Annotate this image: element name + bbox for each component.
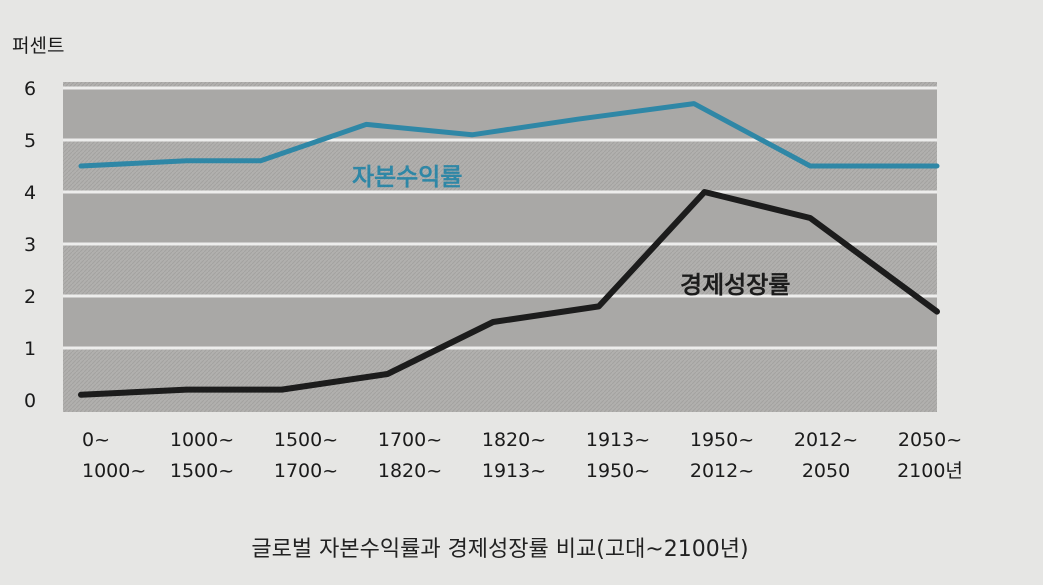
series-label-growth-rate: 경제성장률 bbox=[680, 271, 790, 299]
series-lines bbox=[78, 101, 940, 398]
x-tick-label: 2012~ bbox=[690, 460, 754, 482]
plot-stripe bbox=[63, 192, 937, 244]
x-axis-ticks: 0~ 1000~ 1000~ 1500~ 1500~ 1700~ 1700~ 1820~ 182… bbox=[82, 429, 963, 482]
x-tick-label: 1913~ bbox=[482, 460, 546, 482]
x-tick-label: 1950~ bbox=[690, 429, 754, 451]
y-axis-ticks: 0 1 2 3 4 5 6 bbox=[24, 78, 36, 412]
gridlines bbox=[63, 86, 937, 350]
x-tick-label: 1700~ bbox=[378, 429, 442, 451]
x-tick-label: 1500~ bbox=[170, 460, 234, 482]
x-tick-label: 1500~ bbox=[274, 429, 338, 451]
series-line-growth-rate bbox=[78, 189, 940, 398]
x-tick-label: 1700~ bbox=[274, 460, 338, 482]
x-tick-label: 1000~ bbox=[170, 429, 234, 451]
y-tick-label: 1 bbox=[24, 338, 36, 360]
x-tick-label: 2050~ bbox=[898, 429, 962, 451]
x-tick-label: 2050 bbox=[802, 460, 850, 482]
y-tick-label: 5 bbox=[24, 130, 36, 152]
y-axis-label: 퍼센트 bbox=[12, 35, 64, 57]
x-tick-label: 2100년 bbox=[897, 460, 963, 482]
x-tick-label: 0~ bbox=[82, 429, 110, 451]
x-tick-label: 1950~ bbox=[586, 460, 650, 482]
series-label-capital-return: 자본수익률 bbox=[352, 163, 462, 191]
x-tick-label: 1913~ bbox=[586, 429, 650, 451]
y-tick-label: 3 bbox=[24, 234, 36, 256]
y-tick-label: 6 bbox=[24, 78, 36, 100]
chart-caption: 글로벌 자본수익률과 경제성장률 비교(고대~2100년) bbox=[251, 537, 748, 562]
x-tick-label: 1820~ bbox=[378, 460, 442, 482]
y-tick-label: 2 bbox=[24, 286, 36, 308]
y-tick-label: 4 bbox=[24, 182, 36, 204]
series-line-capital-return bbox=[78, 101, 940, 169]
y-tick-label: 0 bbox=[24, 390, 36, 412]
x-tick-label: 1820~ bbox=[482, 429, 546, 451]
x-tick-label: 1000~ bbox=[82, 460, 146, 482]
x-tick-label: 2012~ bbox=[794, 429, 858, 451]
